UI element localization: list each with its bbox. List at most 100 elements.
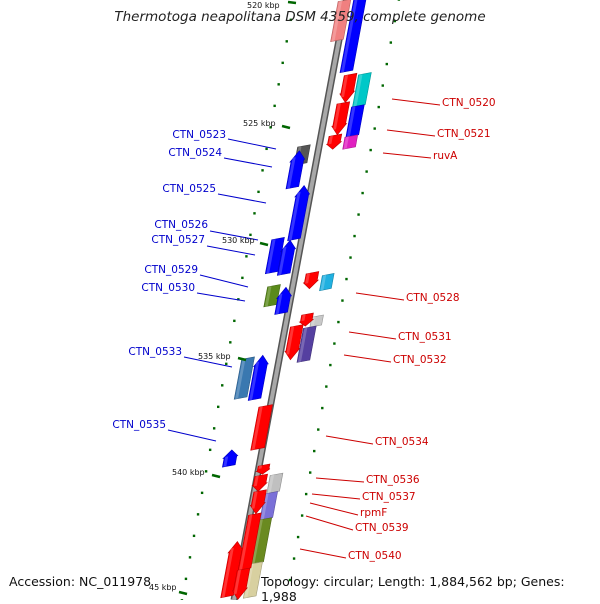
track-dot bbox=[296, 535, 300, 539]
kbp-ruler: 520 kbp 525 kbp 530 kbp 535 kbp 540 kbp 45 kb… bbox=[149, 0, 297, 596]
gene-feature-highlight bbox=[223, 456, 229, 467]
gene-label: CTN_0528 bbox=[406, 292, 460, 304]
gene-label: CTN_0529 bbox=[144, 264, 198, 276]
gene-leader-line bbox=[315, 477, 365, 483]
gene-label: CTN_0534 bbox=[375, 436, 429, 448]
gene-leader-line bbox=[299, 548, 347, 559]
ruler-tick bbox=[178, 590, 188, 596]
gene-feature-highlight bbox=[310, 316, 316, 327]
track-dot bbox=[225, 362, 228, 366]
gene-feature-highlight bbox=[260, 493, 269, 520]
gene-feature bbox=[302, 271, 320, 290]
gene-feature-highlight bbox=[341, 0, 358, 73]
track-dot bbox=[393, 19, 397, 23]
track-dot bbox=[304, 492, 308, 496]
gene-feature-highlight bbox=[239, 514, 253, 571]
gene-leader-line bbox=[227, 138, 277, 150]
track-dot bbox=[217, 405, 220, 409]
track-dot bbox=[188, 556, 192, 559]
track-dot bbox=[325, 385, 328, 388]
track-dot bbox=[237, 298, 240, 301]
gene-leader-line bbox=[199, 274, 249, 288]
track-dot bbox=[385, 62, 388, 66]
gene-label: CTN_0533 bbox=[128, 346, 182, 358]
track-dot bbox=[221, 384, 224, 387]
track-dot bbox=[317, 428, 320, 431]
gene-label: CTN_0532 bbox=[393, 354, 447, 366]
gene-feature-highlight bbox=[331, 0, 343, 42]
track-dot bbox=[321, 406, 324, 410]
gene-label: CTN_0530 bbox=[141, 282, 195, 294]
track-dot bbox=[349, 256, 352, 259]
gene-label: CTN_0527 bbox=[151, 234, 205, 246]
track-dot bbox=[192, 534, 196, 538]
gene-leader-line bbox=[223, 157, 273, 168]
label-leader-lines bbox=[167, 98, 441, 559]
gene-leader-line bbox=[217, 193, 267, 204]
track-dot bbox=[212, 427, 216, 430]
track-dot bbox=[357, 213, 360, 216]
gene-label: CTN_0524 bbox=[168, 147, 222, 159]
ruler-tick bbox=[281, 124, 291, 130]
gene-label: CTN_0539 bbox=[355, 522, 409, 534]
track-dot bbox=[381, 84, 384, 87]
gene-feature-highlight bbox=[251, 519, 263, 564]
track-dot bbox=[196, 513, 200, 516]
genome-backbone bbox=[230, 0, 350, 600]
gene-leader-line bbox=[209, 230, 259, 241]
gene-feature-highlight bbox=[267, 474, 275, 494]
gene-feature-highlight bbox=[301, 314, 306, 322]
gene-label: CTN_0536 bbox=[366, 474, 420, 486]
track-dot bbox=[257, 190, 260, 194]
track-dot bbox=[361, 191, 364, 195]
gene-label: CTN_0526 bbox=[154, 219, 208, 231]
gene-leader-line bbox=[196, 292, 246, 302]
gene-labels: CTN_0520 CTN_0521 ruvA CTN_0523 CTN_0524 CTN_… bbox=[112, 97, 495, 562]
ruler-label: 535 kbp bbox=[198, 352, 231, 361]
dot-tracks bbox=[180, 0, 401, 600]
track-dot bbox=[281, 61, 284, 65]
track-dot bbox=[341, 299, 344, 302]
ruler-label: 540 kbp bbox=[172, 468, 205, 477]
gene-leader-line bbox=[311, 493, 361, 500]
gene-feature-highlight bbox=[333, 103, 341, 130]
track-dot bbox=[329, 363, 332, 367]
gene-label: ruvA bbox=[433, 150, 458, 162]
ruler-label: 45 kbp bbox=[149, 583, 177, 592]
gene-leader-line bbox=[391, 98, 441, 106]
track-dot bbox=[241, 276, 244, 280]
ruler-tick bbox=[259, 241, 269, 247]
track-dot bbox=[261, 169, 264, 172]
track-dot bbox=[389, 41, 393, 44]
track-dot bbox=[369, 148, 372, 152]
gene-leader-line bbox=[382, 152, 432, 159]
gene-leader-line bbox=[386, 129, 436, 137]
gene-feature-highlight bbox=[249, 361, 260, 401]
gene-feature-highlight bbox=[328, 135, 333, 145]
gene-leader-line bbox=[167, 429, 217, 442]
gene-label: CTN_0535 bbox=[112, 419, 166, 431]
ruler-label: 530 kbp bbox=[222, 236, 255, 245]
gene-feature-highlight bbox=[275, 293, 283, 315]
gene-feature-highlight bbox=[233, 569, 242, 595]
track-dot bbox=[200, 491, 204, 495]
gene-feature-highlight bbox=[353, 74, 363, 107]
gene-feature-highlight bbox=[286, 157, 296, 189]
gene-leader-line bbox=[183, 356, 233, 368]
gene-label: CTN_0520 bbox=[442, 97, 496, 109]
gene-leader-line bbox=[206, 245, 256, 256]
track-dot bbox=[253, 212, 256, 215]
track-dot bbox=[300, 514, 304, 517]
ruler-tick bbox=[287, 0, 297, 5]
track-dot bbox=[377, 105, 380, 109]
gene-feature-highlight bbox=[258, 465, 263, 469]
track-dot bbox=[397, 0, 401, 1]
gene-leader-line bbox=[309, 502, 359, 516]
gene-feature-highlight bbox=[251, 491, 258, 509]
track-dot bbox=[265, 147, 268, 151]
track-dot bbox=[277, 83, 280, 86]
gene-label: rpmF bbox=[360, 507, 387, 519]
track-dot bbox=[233, 319, 236, 323]
track-dot bbox=[353, 234, 356, 238]
